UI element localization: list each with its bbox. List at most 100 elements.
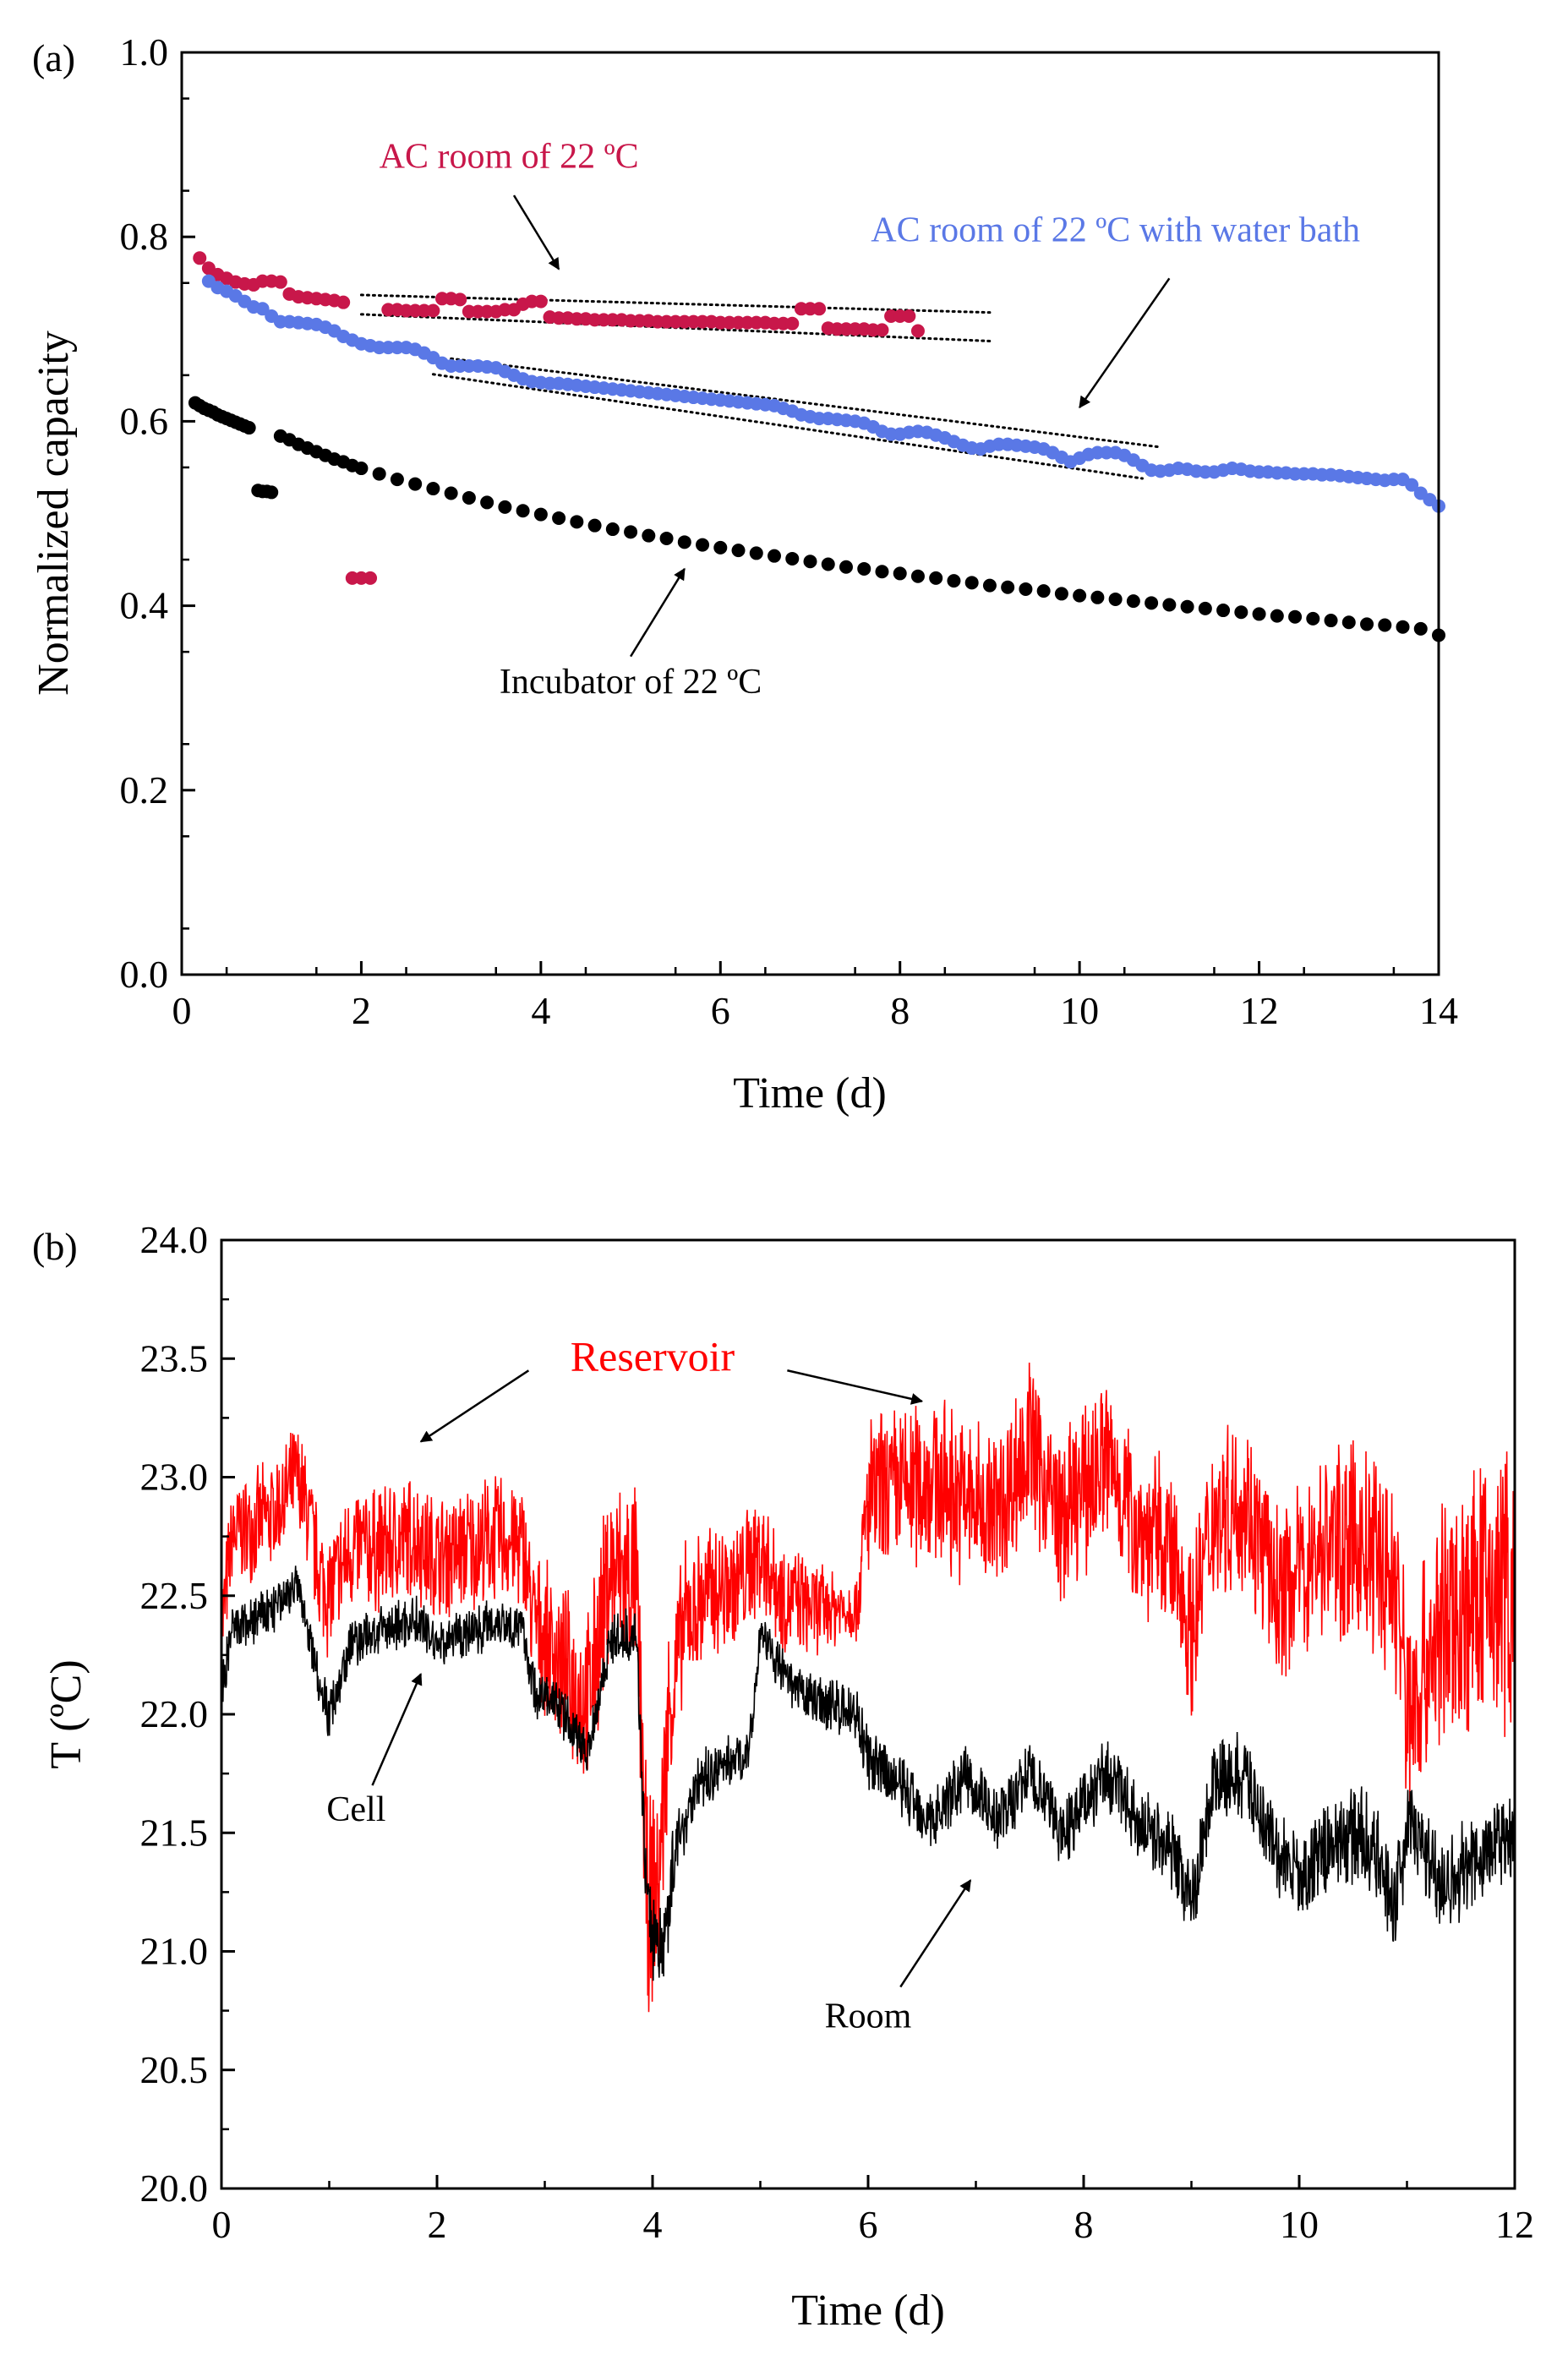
data-point [910, 324, 925, 338]
data-point [552, 511, 566, 525]
annotation-label: AC room of 22 ºC with water bath [871, 211, 1360, 250]
data-point [193, 251, 207, 265]
panel-a-x-tick-label: 14 [1419, 989, 1458, 1032]
panel-b-y-tick-label: 21.5 [140, 1811, 209, 1854]
panel-a-series-1 [201, 274, 1445, 513]
panel-b-annotations: Reservoir Cell Room [326, 1332, 972, 2035]
data-point [964, 576, 979, 590]
panel-b-x-tick-label: 0 [212, 2203, 232, 2246]
panel-b-y-tick-label: 22.5 [140, 1574, 209, 1617]
data-point [354, 462, 369, 476]
annotation-arrow [787, 1369, 924, 1405]
data-point [1216, 604, 1231, 618]
panel-a-label: (a) [32, 36, 75, 79]
annotation-arrow [630, 567, 686, 658]
panel-b-y-tick-label: 22.0 [140, 1692, 209, 1735]
panel-a-y-axis-title: Normalized capacity [30, 331, 78, 696]
data-point [1270, 609, 1284, 623]
annotation-arrow [1079, 277, 1171, 409]
data-point [1180, 599, 1194, 614]
data-point [426, 482, 440, 496]
data-point [462, 490, 476, 505]
panel-b-x-tick-label: 4 [643, 2203, 663, 2246]
data-point [1036, 584, 1051, 598]
panel-a-x-tick-label: 10 [1060, 989, 1099, 1032]
data-point [1396, 620, 1410, 634]
data-point [982, 578, 997, 593]
data-point [255, 302, 270, 316]
panel-b-x-tick-label: 10 [1280, 2203, 1319, 2246]
data-point [875, 565, 889, 579]
panel-b-y-tick-label: 23.5 [140, 1336, 209, 1380]
data-point [1145, 596, 1159, 610]
data-point [803, 555, 817, 569]
panel-b-x-tick-label: 6 [859, 2203, 878, 2246]
panel-a-x-tick-label: 12 [1240, 989, 1279, 1032]
trend-line [359, 293, 992, 314]
panel-b-label: (b) [32, 1225, 78, 1268]
panel-a-x-axis-title: Time (d) [733, 1069, 887, 1117]
data-point [677, 535, 691, 549]
data-point [336, 295, 351, 309]
data-point [363, 571, 378, 585]
panel-b-series-line-1 [221, 1565, 1516, 1981]
data-point [857, 561, 871, 576]
data-point [408, 477, 423, 491]
panel-a-x-tick-label: 4 [531, 989, 550, 1032]
panel-b-x-axis-title: Time (d) [791, 2287, 945, 2335]
data-point [242, 421, 256, 435]
panel-a-series-2 [188, 396, 1445, 642]
panel-a-y-tick-label: 0.6 [120, 399, 169, 442]
panel-a-x-tick-label: 0 [172, 989, 192, 1032]
data-point [570, 515, 584, 529]
data-point [812, 302, 827, 316]
panel-b-y-tick-label: 23.0 [140, 1456, 209, 1499]
data-point [910, 569, 925, 583]
data-point [1108, 592, 1123, 606]
annotation-label: Reservoir [571, 1332, 735, 1380]
trend-line [431, 373, 1144, 480]
data-point [1405, 478, 1419, 492]
data-point [893, 566, 907, 581]
data-point [696, 538, 710, 552]
panel-b-x-tick-label: 12 [1495, 2203, 1534, 2246]
data-point [480, 495, 494, 510]
data-point [947, 574, 961, 588]
data-point [929, 571, 943, 585]
data-point [731, 544, 746, 558]
data-point [642, 528, 656, 543]
panel-a-x-tick-label: 6 [711, 989, 730, 1032]
data-point [1252, 607, 1266, 621]
panel-b-x-tick-label: 2 [428, 2203, 447, 2246]
data-point [426, 303, 440, 318]
panel-a-y-tick-label: 0.0 [120, 953, 169, 996]
panel-a-annotations: AC room of 22 ºC AC room of 22 ºC with wa… [380, 137, 1360, 702]
data-point [1413, 621, 1428, 636]
trend-line [450, 357, 1162, 449]
data-point [1126, 594, 1140, 609]
panel-b-y-tick-label: 20.5 [140, 2048, 209, 2091]
data-point [605, 522, 620, 537]
panel-b-series-line-0 [221, 1362, 1516, 2013]
panel-b-series [221, 1362, 1516, 2013]
data-point [1001, 580, 1015, 594]
data-point [902, 309, 916, 324]
annotation-label: Room [825, 1997, 912, 2035]
data-point [1341, 615, 1356, 630]
annotation-label: Cell [326, 1790, 385, 1829]
data-point [533, 294, 548, 309]
data-point [453, 292, 467, 307]
annotation-arrow [371, 1673, 423, 1786]
data-point [1198, 601, 1212, 615]
panel-a-plot-frame [180, 51, 1440, 976]
annotation-label: AC room of 22 ºC [380, 137, 639, 176]
data-point [265, 485, 279, 500]
annotation-arrow [899, 1879, 972, 1988]
data-point [749, 546, 763, 560]
panel-b-y-axis-title: T (ºC) [42, 1659, 90, 1768]
data-point [785, 551, 800, 566]
panel-a-x-tick-label: 2 [352, 989, 371, 1032]
data-point [839, 560, 853, 574]
data-point [273, 275, 287, 289]
panel-a-x-tick-label: 8 [890, 989, 910, 1032]
